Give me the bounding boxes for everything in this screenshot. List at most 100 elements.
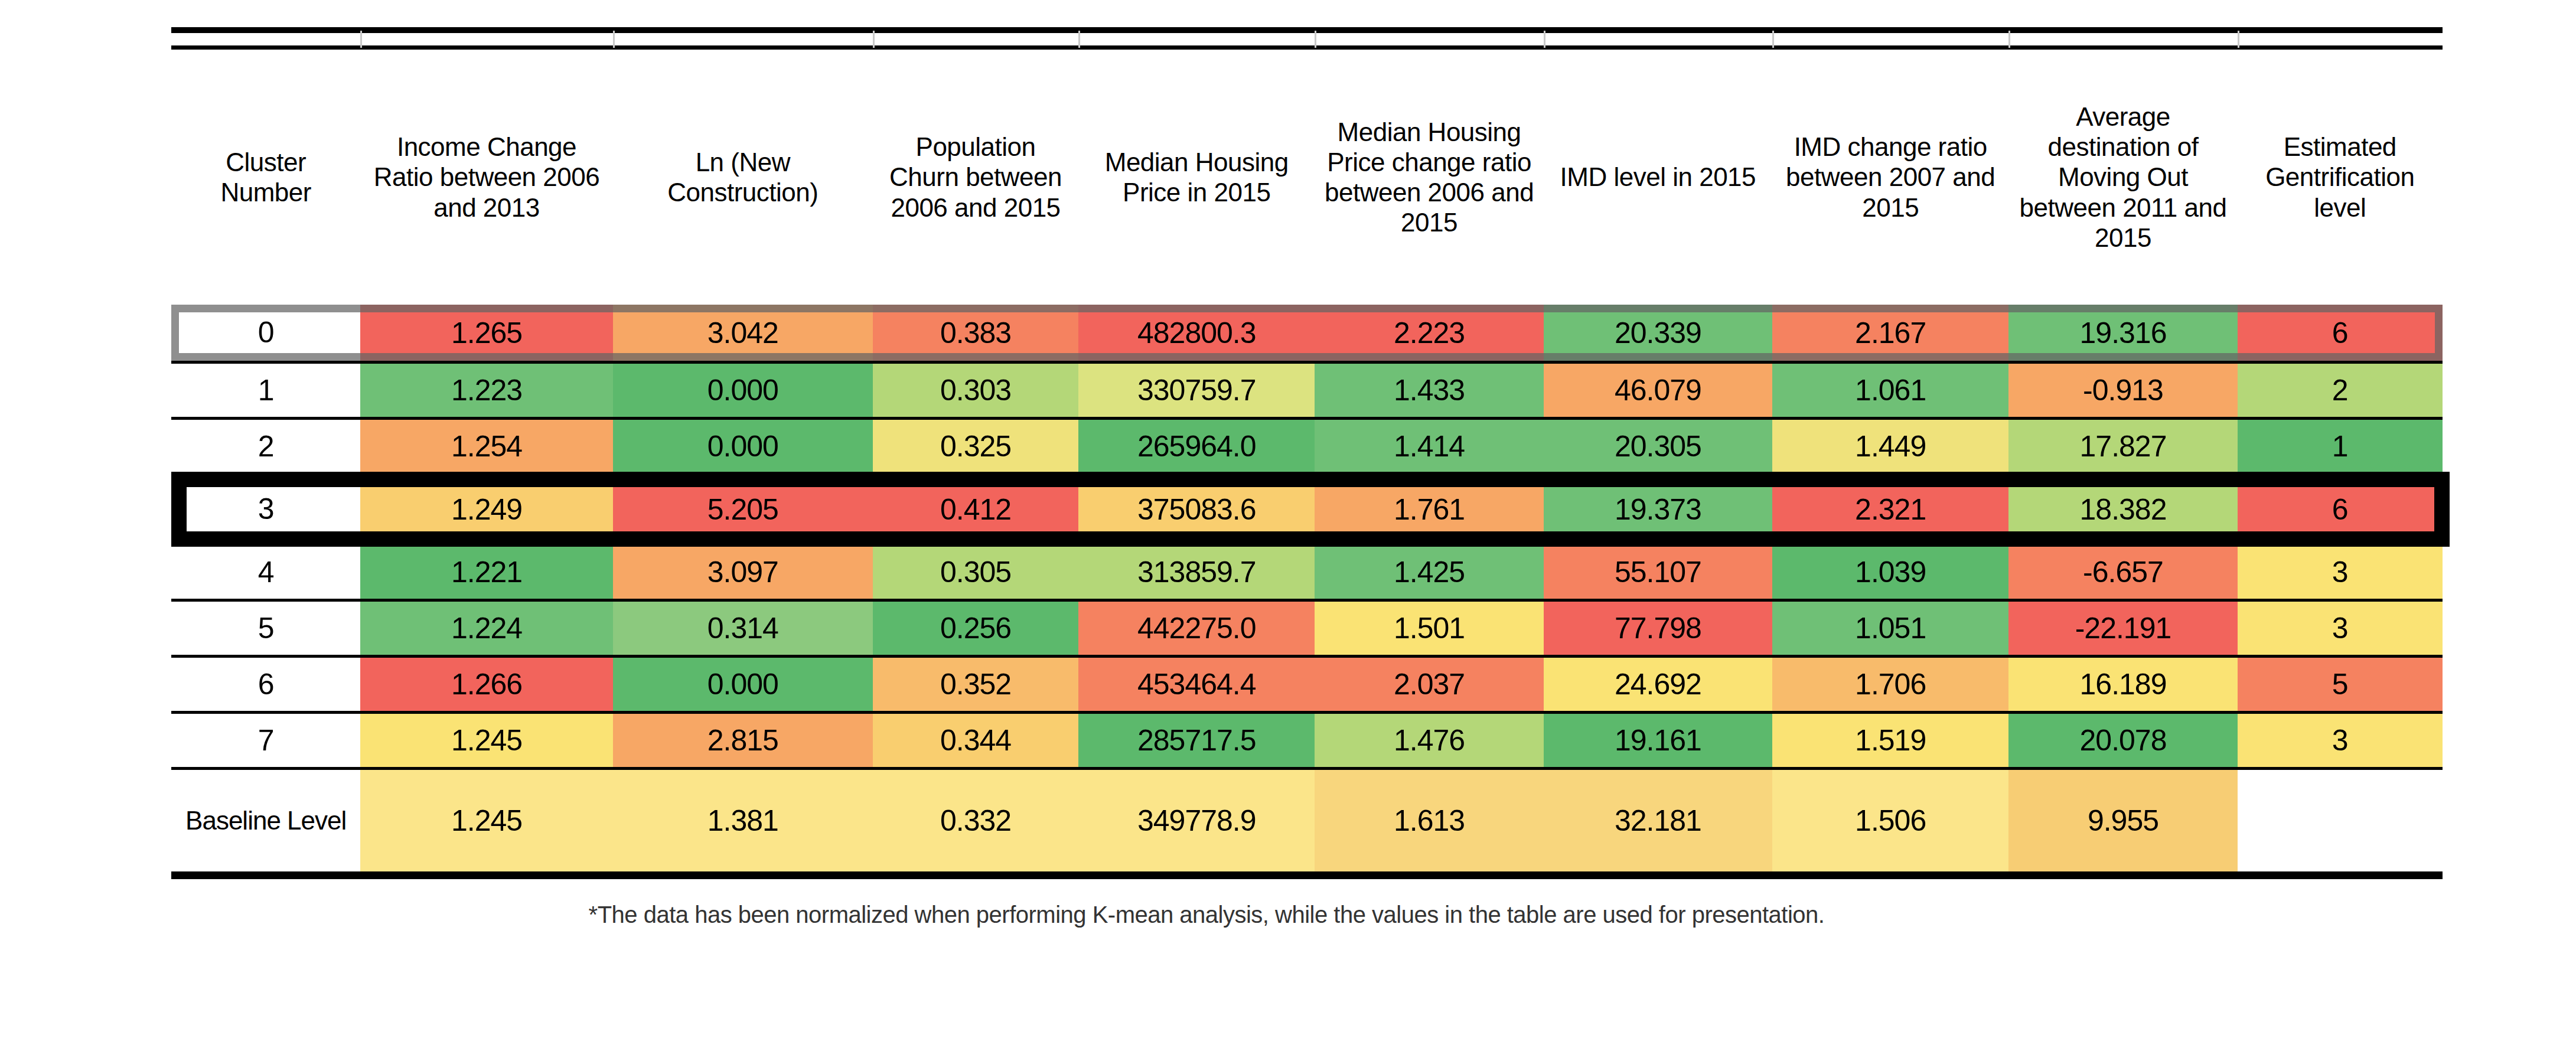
value-cell: 0.352: [873, 658, 1078, 711]
column-header: Ln (New Construction): [613, 147, 873, 207]
value-cell: 16.189: [2008, 658, 2237, 711]
value-cell: 1.449: [1772, 420, 2008, 473]
cluster-results-table: Cluster NumberIncome Change Ratio betwee…: [171, 27, 2443, 928]
value-cell: 55.107: [1544, 546, 1772, 599]
value-cell: 0.412: [873, 476, 1078, 543]
value-cell: 1.761: [1315, 476, 1543, 543]
value-cell: 6: [2238, 476, 2443, 543]
column-header: IMD change ratio between 2007 and 2015: [1772, 132, 2008, 222]
value-cell: 17.827: [2008, 420, 2237, 473]
value-cell: [2238, 770, 2443, 871]
value-cell: 1.501: [1315, 602, 1543, 655]
column-header: Population Churn between 2006 and 2015: [873, 132, 1078, 222]
value-cell: -22.191: [2008, 602, 2237, 655]
column-tick: [1544, 31, 1545, 48]
value-cell: 0.314: [613, 602, 873, 655]
value-cell: 18.382: [2008, 476, 2237, 543]
value-cell: 3.097: [613, 546, 873, 599]
value-cell: -0.913: [2008, 364, 2237, 417]
column-tick: [2238, 31, 2239, 48]
value-cell: 1.039: [1772, 546, 2008, 599]
value-cell: 375083.6: [1078, 476, 1315, 543]
value-cell: 1.519: [1772, 714, 2008, 767]
value-cell: 0.332: [873, 770, 1078, 871]
cluster-cell: 3: [171, 476, 360, 543]
value-cell: 313859.7: [1078, 546, 1315, 599]
value-cell: 20.305: [1544, 420, 1772, 473]
value-cell: 0.000: [613, 364, 873, 417]
table-row: 41.2213.0970.305313859.71.42555.1071.039…: [171, 543, 2443, 599]
value-cell: 0.000: [613, 420, 873, 473]
value-cell: 1.433: [1315, 364, 1543, 417]
value-cell: 5: [2238, 658, 2443, 711]
value-cell: 0.344: [873, 714, 1078, 767]
value-cell: 265964.0: [1078, 420, 1315, 473]
value-cell: 32.181: [1544, 770, 1772, 871]
value-cell: 5.205: [613, 476, 873, 543]
value-cell: 19.373: [1544, 476, 1772, 543]
cluster-cell: Baseline Level: [171, 770, 360, 871]
column-header: Average destination of Moving Out betwee…: [2008, 102, 2237, 252]
column-tick: [873, 31, 875, 48]
value-cell: 1.221: [360, 546, 612, 599]
value-cell: 1.061: [1772, 364, 2008, 417]
table-footnote: *The data has been normalized when perfo…: [71, 902, 2342, 928]
value-cell: 19.316: [2008, 305, 2237, 361]
value-cell: 9.955: [2008, 770, 2237, 871]
value-cell: 2.321: [1772, 476, 2008, 543]
value-cell: 1.381: [613, 770, 873, 871]
table-row: Baseline Level1.2451.3810.332349778.91.6…: [171, 767, 2443, 879]
value-cell: 453464.4: [1078, 658, 1315, 711]
value-cell: 482800.3: [1078, 305, 1315, 361]
value-cell: 1.414: [1315, 420, 1543, 473]
value-cell: 1.245: [360, 714, 612, 767]
value-cell: 1.249: [360, 476, 612, 543]
value-cell: 20.339: [1544, 305, 1772, 361]
column-tick: [2008, 31, 2010, 48]
value-cell: 2.037: [1315, 658, 1543, 711]
value-cell: 1: [2238, 420, 2443, 473]
value-cell: 2.815: [613, 714, 873, 767]
value-cell: 1.476: [1315, 714, 1543, 767]
value-cell: 1.266: [360, 658, 612, 711]
column-tick: [613, 31, 615, 48]
column-tick: [1315, 31, 1316, 48]
value-cell: 0.305: [873, 546, 1078, 599]
table-row: 31.2495.2050.412375083.61.76119.3732.321…: [171, 473, 2443, 543]
column-header: Estimated Gentrification level: [2238, 132, 2443, 222]
value-cell: 19.161: [1544, 714, 1772, 767]
value-cell: 1.051: [1772, 602, 2008, 655]
value-cell: 0.000: [613, 658, 873, 711]
cluster-cell: 0: [171, 305, 360, 361]
value-cell: -6.657: [2008, 546, 2237, 599]
column-header: Cluster Number: [171, 147, 360, 207]
value-cell: 1.425: [1315, 546, 1543, 599]
value-cell: 24.692: [1544, 658, 1772, 711]
cluster-cell: 5: [171, 602, 360, 655]
value-cell: 1.506: [1772, 770, 2008, 871]
table-row: 51.2240.3140.256442275.01.50177.7981.051…: [171, 599, 2443, 655]
table-row: 01.2653.0420.383482800.32.22320.3392.167…: [171, 305, 2443, 361]
value-cell: 2.167: [1772, 305, 2008, 361]
value-cell: 442275.0: [1078, 602, 1315, 655]
value-cell: 0.325: [873, 420, 1078, 473]
table-rule-gap: [171, 33, 2443, 45]
column-tick: [1078, 31, 1080, 48]
column-header: Median Housing Price change ratio betwee…: [1315, 117, 1543, 237]
table-row: 11.2230.0000.303330759.71.43346.0791.061…: [171, 361, 2443, 417]
table-body: 01.2653.0420.383482800.32.22320.3392.167…: [171, 305, 2443, 879]
value-cell: 6: [2238, 305, 2443, 361]
cluster-cell: 1: [171, 364, 360, 417]
table-header-rule: [171, 45, 2443, 50]
table-row: 21.2540.0000.325265964.01.41420.3051.449…: [171, 417, 2443, 473]
value-cell: 285717.5: [1078, 714, 1315, 767]
value-cell: 3: [2238, 546, 2443, 599]
value-cell: 1.613: [1315, 770, 1543, 871]
cluster-cell: 7: [171, 714, 360, 767]
value-cell: 1.254: [360, 420, 612, 473]
value-cell: 3: [2238, 602, 2443, 655]
value-cell: 330759.7: [1078, 364, 1315, 417]
value-cell: 3.042: [613, 305, 873, 361]
value-cell: 1.224: [360, 602, 612, 655]
value-cell: 2: [2238, 364, 2443, 417]
